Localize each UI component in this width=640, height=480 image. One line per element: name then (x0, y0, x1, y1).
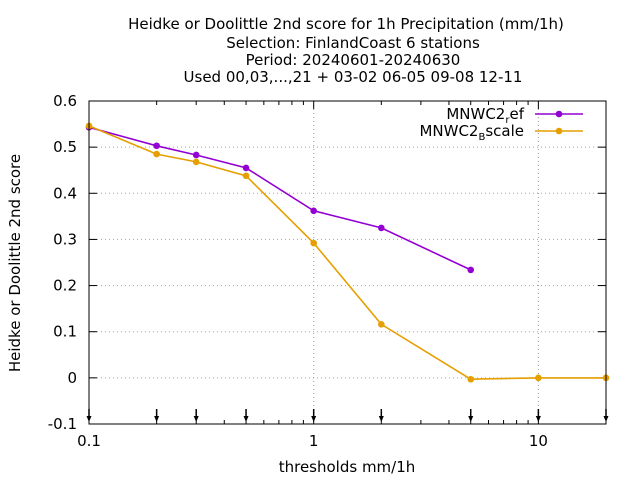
chart-title-line-1: Heidke or Doolittle 2nd score for 1h Pre… (128, 15, 564, 33)
threshold-markers (86, 409, 609, 422)
y-tick-label: 0 (67, 369, 77, 387)
y-tick-label: 0.3 (53, 230, 77, 248)
series-point (242, 172, 250, 180)
chart-title-line-3: Period: 20240601-20240630 (246, 51, 461, 69)
series-point (467, 375, 475, 383)
legend-label-main: MNWC2 (446, 105, 505, 123)
series-point (378, 321, 385, 328)
y-tick-label: 0.2 (53, 277, 77, 295)
series (85, 122, 610, 383)
series-point (153, 142, 160, 150)
threshold-marker-arrow (193, 416, 199, 422)
series-point (153, 150, 160, 158)
threshold-marker-arrow (378, 416, 384, 422)
y-tick-label: 0.1 (53, 323, 77, 341)
y-tick-label: 0.5 (53, 138, 77, 156)
series-line (88, 125, 606, 381)
legend-label: MNWC2ref (446, 105, 524, 126)
legend-label-sub: r (505, 115, 510, 126)
axis-ticks: 0.60.50.40.30.20.10-0.10.1 1 10 (48, 92, 607, 450)
y-axis-label: Heidke or Doolittle 2nd score (6, 154, 24, 372)
chart-title: Heidke or Doolittle 2nd score for 1h Pre… (128, 15, 564, 86)
series-point (378, 224, 385, 232)
x-axis-label: thresholds mm/1h (279, 458, 416, 476)
y-tick-label: 0.6 (53, 92, 77, 110)
legend-swatch-point (555, 127, 563, 135)
plot-frame (88, 100, 607, 425)
series-point (535, 374, 542, 382)
series-point (242, 164, 250, 172)
series-point (310, 239, 317, 247)
series-point (192, 151, 200, 159)
legend-label: MNWC2Bscale (419, 122, 524, 143)
x-tick-label: 0.1 (77, 432, 101, 450)
y-tick-label: -0.1 (48, 415, 77, 433)
legend-swatch-point (555, 110, 563, 118)
legend-label-tail: ef (509, 105, 524, 123)
legend-label-sub: B (478, 132, 485, 143)
series-line (88, 126, 472, 271)
x-tick-label: 1 (309, 432, 319, 450)
threshold-marker-arrow (535, 416, 541, 422)
series-point (467, 266, 475, 274)
y-tick-label: 0.4 (53, 184, 77, 202)
series-point (192, 158, 200, 166)
threshold-marker-arrow (468, 416, 474, 422)
legend-label-tail: scale (485, 122, 524, 140)
legend-label-main: MNWC2 (419, 122, 478, 140)
threshold-marker-arrow (154, 416, 160, 422)
grid (89, 101, 606, 424)
threshold-marker-arrow (311, 416, 317, 422)
series-point (310, 207, 317, 215)
threshold-marker-arrow (243, 416, 249, 422)
chart-title-line-2: Selection: FinlandCoast 6 stations (226, 34, 480, 52)
x-tick-label: 10 (529, 432, 548, 450)
chart-title-line-4: Used 00,03,...,21 + 03-02 06-05 09-08 12… (184, 68, 523, 86)
